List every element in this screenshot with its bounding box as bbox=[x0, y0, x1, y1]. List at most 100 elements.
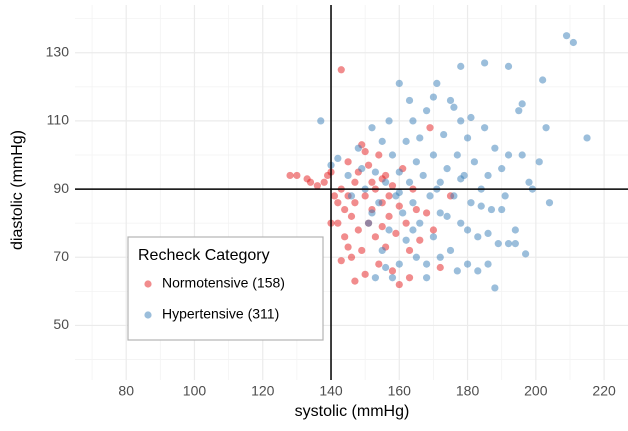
y-tick-label: 130 bbox=[46, 43, 70, 59]
point bbox=[385, 212, 393, 220]
point bbox=[422, 107, 431, 115]
point bbox=[511, 240, 519, 248]
point bbox=[422, 209, 431, 217]
x-tick-label: 100 bbox=[183, 383, 207, 399]
point bbox=[361, 192, 369, 200]
y-tick-label: 90 bbox=[53, 180, 69, 196]
point bbox=[457, 175, 465, 183]
point bbox=[337, 257, 345, 265]
point bbox=[518, 151, 526, 159]
point bbox=[457, 219, 465, 227]
point bbox=[463, 226, 472, 234]
point bbox=[392, 229, 400, 238]
point bbox=[470, 158, 478, 166]
point bbox=[481, 59, 489, 67]
point bbox=[368, 124, 376, 132]
point bbox=[491, 144, 499, 152]
point bbox=[412, 205, 420, 214]
point bbox=[491, 284, 499, 292]
point bbox=[467, 199, 475, 207]
point bbox=[450, 192, 458, 200]
point bbox=[416, 236, 424, 244]
point bbox=[388, 267, 397, 275]
point bbox=[474, 267, 482, 275]
point bbox=[412, 158, 420, 166]
point bbox=[375, 151, 383, 159]
point bbox=[474, 233, 482, 241]
point bbox=[443, 212, 451, 220]
x-tick-label: 80 bbox=[118, 383, 134, 399]
point bbox=[429, 151, 438, 159]
point bbox=[378, 222, 386, 231]
point bbox=[378, 137, 386, 145]
point bbox=[382, 263, 390, 272]
point bbox=[293, 171, 301, 180]
point bbox=[436, 178, 444, 186]
point bbox=[521, 250, 530, 258]
point bbox=[334, 219, 342, 227]
point bbox=[358, 165, 366, 173]
point bbox=[351, 178, 359, 186]
point bbox=[341, 205, 349, 214]
point bbox=[385, 226, 393, 234]
point bbox=[395, 280, 403, 289]
point bbox=[385, 117, 393, 125]
point bbox=[562, 32, 571, 40]
point bbox=[344, 243, 352, 251]
point bbox=[399, 209, 407, 217]
point bbox=[395, 188, 403, 197]
point bbox=[518, 100, 526, 108]
point bbox=[337, 66, 345, 74]
point bbox=[388, 274, 397, 282]
point bbox=[504, 62, 513, 70]
point bbox=[416, 219, 424, 227]
point bbox=[347, 212, 356, 220]
point bbox=[436, 253, 444, 261]
y-axis-title: diastolic (mmHg) bbox=[9, 130, 26, 250]
point bbox=[484, 229, 492, 238]
point bbox=[443, 165, 451, 173]
point bbox=[453, 267, 461, 275]
point bbox=[320, 178, 328, 186]
point bbox=[334, 154, 342, 163]
legend-box bbox=[127, 236, 324, 341]
point bbox=[583, 134, 591, 142]
point bbox=[306, 178, 315, 186]
legend: Recheck Category Normotensive (158) Hypert… bbox=[127, 236, 324, 341]
point bbox=[504, 151, 513, 159]
point bbox=[354, 226, 362, 234]
point bbox=[368, 178, 376, 186]
point bbox=[402, 219, 410, 227]
point bbox=[453, 151, 461, 159]
point bbox=[405, 178, 414, 186]
point bbox=[382, 178, 390, 186]
point bbox=[498, 165, 506, 173]
point bbox=[395, 79, 403, 88]
x-tick-label: 180 bbox=[456, 383, 480, 399]
y-tick-label: 110 bbox=[47, 112, 70, 128]
point bbox=[364, 161, 373, 169]
point bbox=[487, 205, 496, 214]
x-tick-label: 120 bbox=[251, 383, 275, 399]
point bbox=[426, 124, 434, 132]
point bbox=[457, 62, 465, 70]
point bbox=[419, 171, 427, 180]
point bbox=[412, 253, 420, 261]
x-tick-label: 200 bbox=[524, 383, 548, 399]
point bbox=[364, 219, 373, 227]
point bbox=[388, 151, 397, 159]
point bbox=[436, 209, 444, 217]
point bbox=[344, 158, 352, 166]
legend-label: Hypertensive (311) bbox=[162, 306, 279, 322]
x-tick-label: 160 bbox=[388, 383, 412, 399]
x-tick-label: 220 bbox=[592, 383, 616, 399]
point bbox=[433, 79, 441, 88]
point bbox=[467, 113, 475, 122]
point bbox=[344, 171, 352, 180]
legend-symbol bbox=[144, 311, 152, 319]
point bbox=[494, 240, 502, 248]
point bbox=[347, 192, 356, 200]
point bbox=[405, 246, 414, 255]
point bbox=[484, 260, 492, 268]
